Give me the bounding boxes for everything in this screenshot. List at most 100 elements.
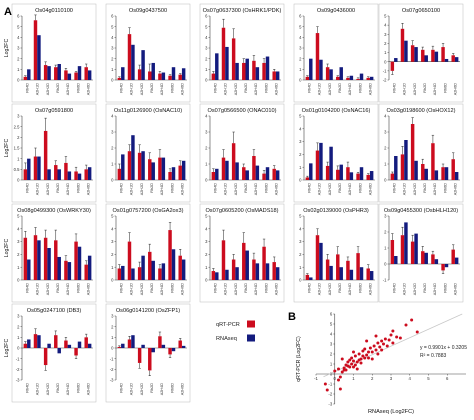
bar-qrt	[54, 67, 58, 80]
bar-qrt	[272, 168, 276, 180]
bar-rnaseq	[444, 167, 449, 180]
bar-panel: Os11g0126900 (OsNAC10) 0 1 2 3 4 Rh4D A2H1D A2H2…	[105, 103, 191, 203]
bar-rnaseq	[275, 170, 280, 180]
x-tick-label: A2H1D	[36, 183, 40, 195]
bar-qrt	[211, 271, 216, 280]
y-axis-label: Log2FC	[4, 39, 10, 58]
bar-rnaseq	[171, 348, 176, 352]
bar-qrt	[305, 177, 310, 180]
x-tick-label: A2H4D	[433, 283, 437, 295]
bar-rnaseq	[161, 263, 166, 280]
bar-qrt	[400, 154, 405, 180]
y-tick-label: 5	[384, 14, 387, 19]
bar-qrt	[84, 169, 88, 180]
bar-rnaseq	[151, 260, 155, 280]
x-tick-label: A2H1D	[318, 183, 322, 195]
panel-title: Os09g0437500	[129, 8, 167, 14]
scatter-point	[350, 362, 354, 366]
bar-panel: Os01g0104200 (OsNAC16) 0 1 2 3 4 5 Rh4D A2H1D A2H…	[293, 103, 379, 203]
x-tick-label: Rh2D	[423, 83, 427, 93]
bar-rnaseq	[67, 73, 72, 80]
bar-qrt	[64, 70, 68, 80]
bar-rnaseq	[339, 164, 343, 180]
scatter-point	[348, 365, 352, 369]
x-tick-label: A2H6D	[86, 283, 90, 295]
y-tick-label: 2	[299, 152, 302, 157]
bar-qrt	[221, 157, 226, 180]
bar-rnaseq	[77, 341, 82, 348]
y-tick-label: 5	[17, 24, 20, 29]
bar-rnaseq	[131, 44, 135, 80]
bar-qrt	[262, 62, 266, 80]
scatter-point	[415, 330, 419, 334]
scatter-y-tick-label: -1	[328, 382, 332, 387]
x-tick-label: Rh4D	[308, 283, 312, 293]
y-tick-label: 0	[111, 278, 114, 283]
y-tick-label: 5	[17, 214, 20, 219]
x-tick-label: A2H4D	[254, 283, 258, 295]
bar-rnaseq	[339, 67, 343, 80]
y-axis-label: Log2FC	[4, 139, 10, 158]
y-tick-label: 3	[17, 114, 20, 119]
bar-qrt	[54, 335, 58, 348]
y-tick-label: 3	[299, 46, 302, 51]
y-tick-label: 4	[299, 226, 302, 231]
y-tick-label: 2	[111, 56, 114, 61]
scatter-point	[370, 350, 374, 354]
scatter-x-tick-label: 2	[371, 376, 374, 381]
legend-qrt-swatch	[247, 320, 255, 328]
bar-qrt	[221, 240, 226, 280]
panel-title: Os01g0104200 (OsNAC16)	[302, 108, 371, 114]
bar-qrt	[346, 77, 350, 80]
bar-rnaseq	[121, 67, 125, 80]
x-tick-label: A2H2D	[413, 83, 417, 95]
bar-panel: Os02g0139000 (OsPHR3) 0 1 2 3 4 5 Rh4D A2H1D A2H2…	[293, 203, 379, 303]
panel-frame	[105, 203, 191, 303]
bar-qrt	[346, 260, 350, 280]
bar-rnaseq	[77, 173, 82, 180]
x-tick-label: A2H4D	[433, 83, 437, 95]
bar-qrt	[252, 60, 256, 80]
bar-rnaseq	[161, 344, 166, 348]
y-tick-label: 5	[205, 24, 208, 29]
bar-qrt	[33, 334, 38, 348]
scatter-point	[361, 349, 365, 353]
panel-frame	[378, 3, 464, 103]
bar-qrt	[272, 262, 276, 280]
legend-rnaseq-label: RNAseq	[216, 336, 237, 342]
x-tick-label: A2H2D	[140, 383, 144, 395]
bar-qrt	[325, 165, 330, 180]
bar-rnaseq	[215, 272, 219, 280]
bar-qrt	[242, 242, 246, 280]
bar-panel: Os05g0247100 (DB3) -3 -2 -1 0 1 2 3 Rh4D A2H1D A2H…	[4, 303, 97, 403]
bar-rnaseq	[225, 46, 229, 80]
bar-qrt	[441, 264, 445, 271]
bar-panel: Os04g0110100 0 1 2 3 4 5 6 Rh4D A2H1D A2H2D Rh2D A2H…	[4, 3, 97, 103]
bar-qrt	[221, 27, 226, 80]
bar-qrt	[272, 71, 276, 80]
scatter-y-tick-label: -3	[328, 402, 332, 407]
bar-qrt	[137, 267, 142, 280]
bar-rnaseq	[309, 277, 313, 280]
bar-qrt	[148, 159, 152, 180]
bar-rnaseq	[121, 343, 125, 348]
panel-title: Os08g0499300 (OsWRKY30)	[17, 208, 91, 214]
scatter-x-tick-label: 1	[352, 376, 355, 381]
y-tick-label: 5	[299, 114, 302, 119]
bar-rnaseq	[225, 269, 229, 280]
scatter-point	[398, 336, 402, 340]
bar-qrt	[84, 337, 88, 348]
panel-title: Os11g0126900 (OsNAC10)	[114, 108, 182, 114]
bar-rnaseq	[255, 67, 260, 80]
x-tick-label: A2H6D	[453, 83, 457, 95]
x-tick-label: Rh4D	[26, 83, 30, 93]
bar-rnaseq	[265, 263, 270, 280]
bar-qrt	[305, 274, 310, 280]
bar-rnaseq	[454, 57, 459, 62]
bar-qrt	[421, 164, 425, 180]
y-tick-label: 4	[299, 126, 302, 131]
x-tick-label: Rh4D	[214, 183, 218, 193]
y-tick-label: 4	[205, 226, 208, 231]
panel-frame	[199, 203, 285, 303]
bar-rnaseq	[181, 160, 186, 180]
